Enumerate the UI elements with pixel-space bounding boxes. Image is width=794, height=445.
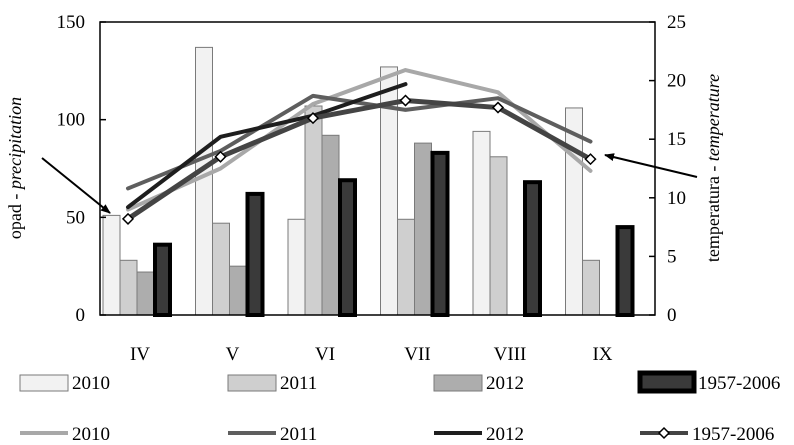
plot-frame — [99, 21, 656, 316]
ticks-layer — [100, 21, 655, 316]
line-2011 — [126, 93, 593, 191]
bar-2011-iv — [119, 259, 138, 316]
bar-1957-2006-viii — [523, 180, 542, 317]
marker-1957-2006-v — [214, 150, 227, 163]
category-label-vii: VII — [404, 344, 430, 365]
marker-1957-2006-vi — [306, 112, 320, 125]
right-tick-label: 25 — [667, 12, 686, 33]
legend-lines: 2010 2011 2012 1957-2006 — [20, 424, 774, 445]
category-label-viii: VIII — [494, 344, 527, 365]
right-tick-label: 0 — [667, 305, 677, 326]
bar-2010-v — [195, 46, 213, 316]
bar-1957-2006-ix — [615, 225, 635, 318]
marker-1957-2006-ix — [584, 153, 597, 166]
line-2012 — [126, 82, 408, 210]
bar-2011-v — [212, 222, 230, 316]
right-tick-label: 10 — [667, 188, 686, 209]
right-tick-label: 15 — [667, 129, 686, 150]
legend-bars: 2010 2011 2012 1957-2006 — [19, 370, 780, 394]
bar-2010-viii — [472, 130, 491, 316]
legend-label-bar-2010: 2010 — [72, 373, 110, 394]
bar-1957-2006-vi — [338, 178, 357, 317]
legend-swatch-bar-1957-2006 — [637, 370, 697, 394]
right-tick-label: 5 — [667, 246, 677, 267]
legend-label-bar-2012: 2012 — [486, 373, 524, 394]
y-right-axis-label: temperatura - temperature — [703, 74, 723, 262]
precipitation-arrow — [41, 157, 111, 214]
right-tick-label: 20 — [667, 71, 686, 92]
bar-2012-vi — [321, 134, 340, 316]
left-tick-label: 150 — [57, 12, 86, 33]
marker-1957-2006-vii — [399, 94, 412, 107]
legend-swatch-bar-2012 — [433, 374, 483, 392]
left-tick-label: 100 — [57, 110, 86, 131]
marker-1957-2006-iv — [121, 212, 135, 225]
bar-1957-2006-iv — [153, 242, 172, 317]
left-tick-label: 0 — [76, 305, 86, 326]
legend-label-bar-2011: 2011 — [280, 373, 317, 394]
legend-label-bar-1957-2006: 1957-2006 — [698, 373, 780, 394]
right-tick-labels: 0 5 10 15 20 25 — [667, 12, 686, 326]
left-tick-labels: 0 50 100 150 — [57, 12, 86, 326]
bar-2011-vii — [397, 218, 415, 316]
legend-swatch-bar-2011 — [227, 374, 277, 392]
legend-label-line-2012: 2012 — [486, 424, 524, 445]
bar-2012-iv — [136, 271, 155, 316]
temperature-arrow — [604, 153, 698, 178]
bar-2012-v — [229, 265, 247, 316]
legend-label-line-2010: 2010 — [72, 424, 110, 445]
bar-2011-viii — [489, 156, 508, 316]
y-left-axis-label: opad - precipitation — [5, 97, 25, 239]
category-label-vi: VI — [315, 344, 335, 365]
bar-1957-2006-vii — [430, 150, 450, 317]
bars-layer — [102, 46, 635, 318]
legend-label-line-2011: 2011 — [280, 424, 317, 445]
bar-2012-vii — [414, 142, 432, 316]
bar-2010-ix — [565, 107, 583, 316]
left-tick-label: 50 — [66, 207, 85, 228]
category-labels: IV V VI VII VIII IX — [130, 344, 613, 365]
lines-layer — [121, 68, 597, 225]
legend-label-line-1957-2006: 1957-2006 — [692, 424, 774, 445]
bar-2010-vi — [287, 218, 306, 316]
bar-2011-vi — [304, 105, 323, 316]
category-label-ix: IX — [592, 344, 612, 365]
bar-2011-ix — [582, 259, 600, 316]
category-label-iv: IV — [130, 344, 150, 365]
bar-2010-iv — [102, 214, 121, 316]
category-label-v: V — [226, 344, 240, 365]
legend-marker-1957-2006 — [657, 426, 671, 440]
marker-1957-2006-viii — [491, 101, 505, 114]
legend-swatch-bar-2010 — [19, 374, 69, 392]
line-1957-2006 — [125, 98, 593, 222]
bar-1957-2006-v — [245, 191, 265, 317]
